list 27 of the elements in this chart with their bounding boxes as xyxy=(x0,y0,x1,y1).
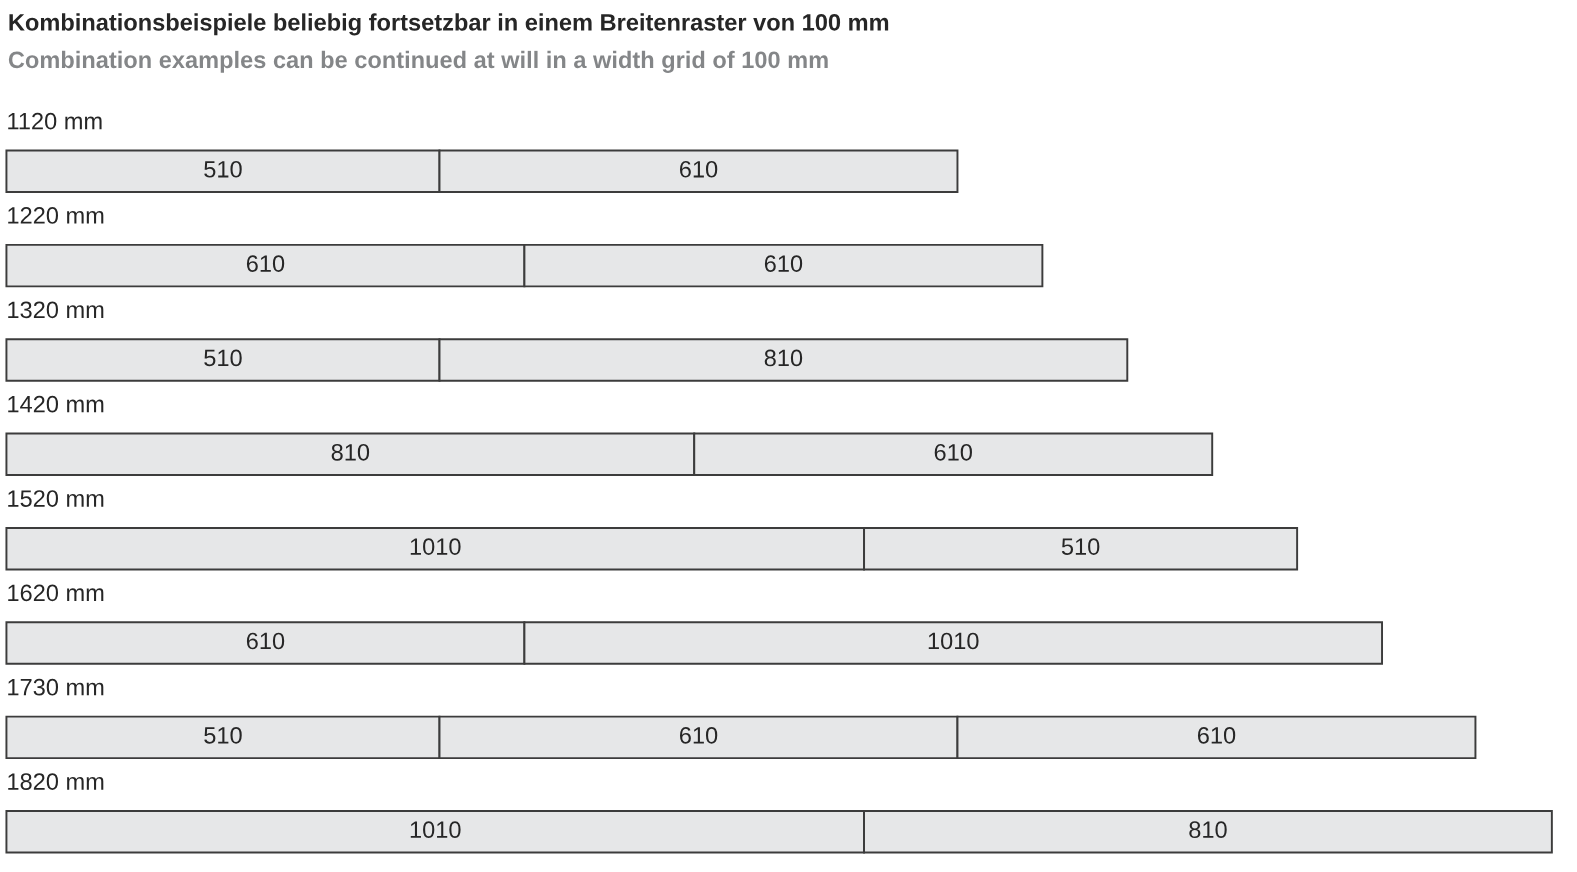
data-label: 1010 xyxy=(410,821,461,839)
data-label: 510 xyxy=(1061,538,1100,555)
y-tick-label: 1820 mm xyxy=(8,773,104,790)
data-label: 810 xyxy=(764,349,803,367)
y-tick-label: 1420 mm xyxy=(8,395,104,413)
data-label: 610 xyxy=(246,632,285,650)
y-tick-label: 1520 mm xyxy=(8,490,104,507)
data-label: 610 xyxy=(764,255,803,272)
data-label: 610 xyxy=(934,443,972,461)
data-label: 510 xyxy=(204,349,242,367)
data-label: 510 xyxy=(204,160,242,178)
data-label: 610 xyxy=(246,255,285,272)
y-tick-label: 1120 mm xyxy=(8,112,102,130)
data-label: 610 xyxy=(679,726,718,744)
data-label: 610 xyxy=(679,160,718,178)
chart-subtitle: Combination examples can be continued at will in a width grid of 100 mm xyxy=(8,50,828,73)
y-tick-label: 1620 mm xyxy=(8,584,104,602)
y-tick-label: 1320 mm xyxy=(8,301,104,319)
data-label: 610 xyxy=(1197,726,1236,744)
data-label: 810 xyxy=(1189,821,1227,839)
data-label: 1010 xyxy=(410,538,461,555)
data-label: 810 xyxy=(331,443,370,461)
data-label: 510 xyxy=(204,726,242,744)
data-label: 1010 xyxy=(928,632,979,650)
y-tick-label: 1730 mm xyxy=(8,678,104,696)
chart-title: Kombinationsbeispiele beliebig fortsetzbar in einem Breitenraster von 100 mm xyxy=(9,13,889,36)
y-tick-label: 1220 mm xyxy=(8,207,104,224)
